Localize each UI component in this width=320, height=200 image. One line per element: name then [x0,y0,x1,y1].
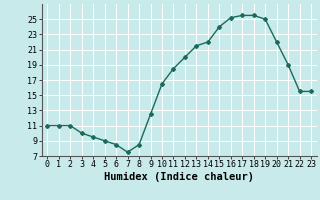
X-axis label: Humidex (Indice chaleur): Humidex (Indice chaleur) [104,172,254,182]
